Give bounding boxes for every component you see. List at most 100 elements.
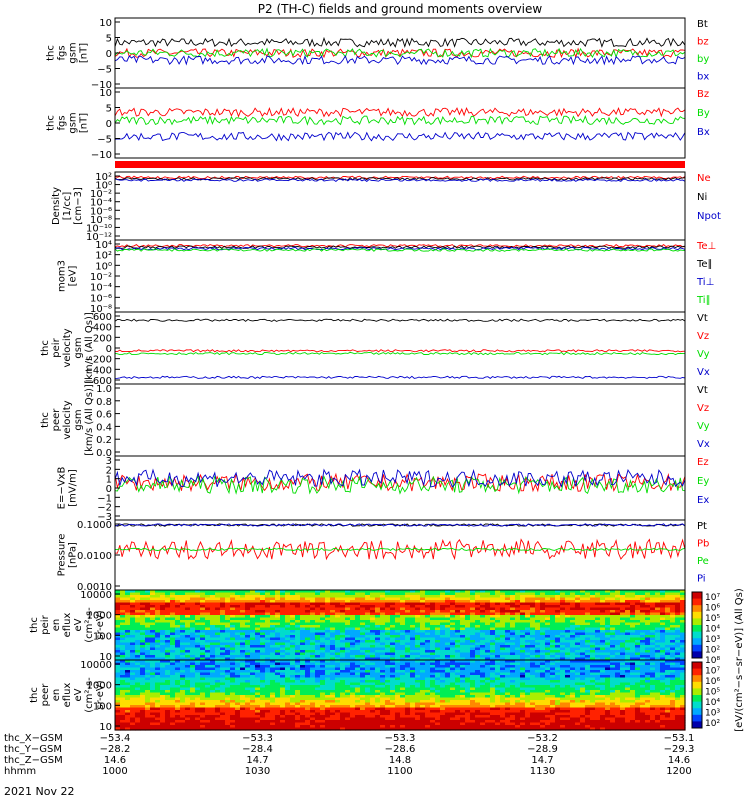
spectrogram-cell	[610, 612, 616, 616]
spectrogram-cell	[435, 612, 441, 616]
spectrogram-cell	[360, 627, 366, 631]
spectrogram-cell	[360, 625, 366, 629]
spectrogram-cell	[620, 610, 626, 614]
spectrogram-cell	[295, 622, 301, 626]
spectrogram-cell	[540, 657, 546, 661]
spectrogram-cell	[490, 660, 496, 664]
spectrogram-cell	[295, 690, 301, 694]
y-tick-label: 10⁰	[95, 261, 112, 272]
spectrogram-cell	[530, 670, 536, 674]
spectrogram-cell	[495, 630, 501, 634]
spectrogram-cell	[675, 607, 681, 611]
spectrogram-cell	[660, 605, 666, 609]
spectrogram-cell	[625, 627, 631, 631]
spectrogram-cell	[190, 642, 196, 646]
spectrogram-cell	[470, 687, 476, 691]
spectrogram-cell	[410, 602, 416, 606]
spectrogram-cell	[490, 665, 496, 669]
spectrogram-cell	[275, 670, 281, 674]
y-tick-label: 1.0	[96, 384, 112, 395]
spectrogram-cell	[260, 627, 266, 631]
spectrogram-cell	[310, 655, 316, 659]
spectrogram-cells	[115, 590, 686, 661]
spectrogram-cell	[260, 690, 266, 694]
spectrogram-cell	[480, 680, 486, 684]
spectrogram-cell	[675, 592, 681, 596]
spectrogram-cell	[500, 650, 506, 654]
spectrogram-cell	[555, 667, 561, 671]
spectrogram-cell	[370, 602, 376, 606]
spectrogram-cell	[210, 650, 216, 654]
spectrogram-cell	[245, 645, 251, 649]
y-tick-label: 0.0010	[77, 582, 112, 593]
spectrogram-cell	[410, 662, 416, 666]
spectrogram-cell	[565, 630, 571, 634]
spectrogram-cell	[540, 595, 546, 599]
spectrogram-cell	[200, 655, 206, 659]
spectrogram-cell	[335, 597, 341, 601]
spectrogram-cell	[495, 600, 501, 604]
spectrogram-cell	[250, 610, 256, 614]
spectrogram-cell	[300, 622, 306, 626]
spectrogram-cell	[305, 665, 311, 669]
spectrogram-cell	[305, 692, 311, 696]
spectrogram-cell	[370, 630, 376, 634]
spectrogram-cell	[640, 625, 646, 629]
spectrogram-cell	[330, 602, 336, 606]
spectrogram-cell	[210, 677, 216, 681]
spectrogram-cell	[150, 682, 156, 686]
spectrogram-cell	[270, 605, 276, 609]
spectrogram-cell	[205, 657, 211, 661]
spectrogram-cell	[205, 660, 211, 664]
spectrogram-cell	[285, 677, 291, 681]
spectrogram-cell	[545, 635, 551, 639]
spectrogram-cell	[230, 600, 236, 604]
spectrogram-cell	[435, 617, 441, 621]
spectrogram-cell	[120, 612, 126, 616]
spectrogram-cell	[185, 632, 191, 636]
spectrogram-cell	[220, 685, 226, 689]
spectrogram-cell	[435, 637, 441, 641]
spectrogram-cell	[675, 627, 681, 631]
spectrogram-cell	[625, 632, 631, 636]
spectrogram-cell	[375, 605, 381, 609]
spectrogram-cell	[150, 625, 156, 629]
spectrogram-cell	[570, 612, 576, 616]
spectrogram-cell	[475, 622, 481, 626]
spectrogram-cell	[320, 605, 326, 609]
spectrogram-cell	[300, 640, 306, 644]
y-tick-label: 10	[99, 652, 112, 663]
spectrogram-cell	[455, 595, 461, 599]
panel-frame	[114, 171, 686, 241]
spectrogram-cell	[175, 642, 181, 646]
spectrogram-cell	[350, 682, 356, 686]
spectrogram-cell	[530, 662, 536, 666]
spectrogram-cell	[220, 625, 226, 629]
spectrogram-cell	[645, 622, 651, 626]
spectrogram-cell	[165, 690, 171, 694]
spectrogram-cell	[550, 657, 556, 661]
spectrogram-cell	[190, 622, 196, 626]
spectrogram-cell	[650, 647, 656, 651]
spectrogram-cell	[550, 605, 556, 609]
spectrogram-cell	[335, 605, 341, 609]
spectrogram-cell	[275, 615, 281, 619]
spectrogram-cell	[280, 595, 286, 599]
spectrogram-cell	[120, 630, 126, 634]
spectrogram-cell	[405, 662, 411, 666]
spectrogram-cell	[190, 615, 196, 619]
spectrogram-cell	[305, 607, 311, 611]
spectrogram-cell	[125, 652, 131, 656]
spectrogram-cell	[155, 680, 161, 684]
spectrogram-cell	[290, 600, 296, 604]
spectrogram-cell	[350, 635, 356, 639]
spectrogram-cell	[310, 625, 316, 629]
spectrogram-cell	[255, 670, 261, 674]
spectrogram-cell	[380, 590, 386, 594]
spectrogram-cell	[390, 597, 396, 601]
spectrogram-cell	[210, 647, 216, 651]
spectrogram-cell	[440, 655, 446, 659]
spectrogram-cell	[350, 687, 356, 691]
spectrogram-cell	[310, 592, 316, 596]
spectrogram-cell	[645, 607, 651, 611]
